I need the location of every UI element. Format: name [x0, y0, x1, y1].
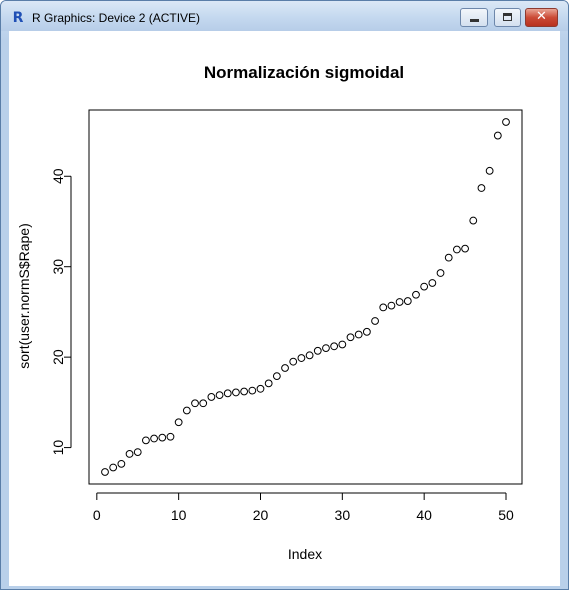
data-point	[272, 372, 281, 381]
data-point	[289, 357, 298, 366]
data-point	[444, 253, 453, 262]
y-tick-label: 10	[50, 440, 66, 456]
data-point	[174, 418, 183, 427]
data-point	[256, 384, 265, 393]
data-point	[322, 344, 330, 352]
x-tick-label: 0	[93, 507, 101, 523]
data-point	[502, 118, 510, 126]
plot-canvas: Normalización sigmoidal Index sort(user.…	[9, 31, 560, 586]
minimize-button[interactable]	[460, 8, 488, 27]
data-point	[436, 269, 445, 277]
data-point	[182, 406, 191, 415]
y-tick-label: 40	[50, 168, 66, 184]
data-point	[142, 436, 150, 445]
data-point	[485, 166, 494, 175]
data-point	[452, 245, 461, 254]
data-point	[362, 327, 371, 336]
close-button[interactable]: ✕	[525, 8, 558, 27]
x-tick-label: 50	[498, 507, 514, 523]
maximize-button[interactable]	[494, 8, 521, 27]
x-tick-label: 20	[253, 507, 269, 523]
data-point	[281, 364, 289, 372]
data-point	[240, 387, 249, 396]
data-point	[379, 303, 388, 312]
data-point	[166, 432, 175, 441]
data-point	[125, 450, 134, 458]
data-point	[346, 333, 355, 342]
data-point	[117, 459, 126, 468]
y-axis: 10 20 30 40	[50, 168, 72, 456]
data-point	[305, 351, 314, 360]
data-point	[101, 468, 109, 476]
x-tick-label: 30	[335, 507, 351, 523]
close-icon: ✕	[536, 9, 547, 24]
x-tick-label: 10	[171, 507, 187, 523]
y-tick-label: 20	[50, 349, 66, 365]
x-axis: 0 10 20 30 40 50	[93, 492, 514, 523]
data-point	[248, 386, 257, 395]
data-points	[101, 118, 510, 476]
title-bar[interactable]: R R Graphics: Device 2 (ACTIVE) ✕	[1, 1, 568, 31]
data-point	[428, 279, 437, 287]
y-axis-label: sort(user.normS$Rape)	[16, 223, 32, 369]
minimize-icon	[470, 19, 479, 22]
data-point	[469, 216, 478, 225]
data-point	[223, 389, 232, 398]
data-point	[313, 346, 322, 355]
data-point	[133, 448, 142, 457]
data-point	[493, 131, 502, 140]
data-point	[158, 433, 167, 442]
data-point	[338, 340, 347, 349]
data-point	[395, 298, 404, 306]
window-title: R Graphics: Device 2 (ACTIVE)	[32, 11, 201, 25]
data-point	[207, 393, 216, 401]
data-point	[199, 399, 208, 408]
data-point	[354, 330, 363, 339]
data-point	[191, 399, 199, 408]
data-point	[150, 434, 159, 443]
x-axis-label: Index	[288, 546, 322, 562]
data-point	[371, 317, 379, 325]
maximize-icon	[503, 13, 512, 21]
scatter-plot: Normalización sigmoidal Index sort(user.…	[16, 63, 523, 562]
data-point	[403, 297, 412, 305]
r-logo-icon: R	[12, 10, 24, 26]
chart-title: Normalización sigmoidal	[204, 63, 404, 82]
x-tick-label: 40	[416, 507, 432, 523]
data-point	[109, 463, 118, 472]
data-point	[264, 379, 273, 388]
data-point	[297, 354, 306, 362]
data-point	[232, 388, 240, 397]
plot-frame	[88, 109, 523, 485]
data-point	[412, 290, 420, 299]
data-point	[420, 282, 429, 291]
data-point	[215, 391, 224, 400]
data-point	[461, 244, 469, 253]
data-point	[387, 301, 396, 310]
y-tick-label: 30	[50, 259, 66, 275]
data-point	[477, 184, 486, 192]
data-point	[330, 342, 339, 351]
